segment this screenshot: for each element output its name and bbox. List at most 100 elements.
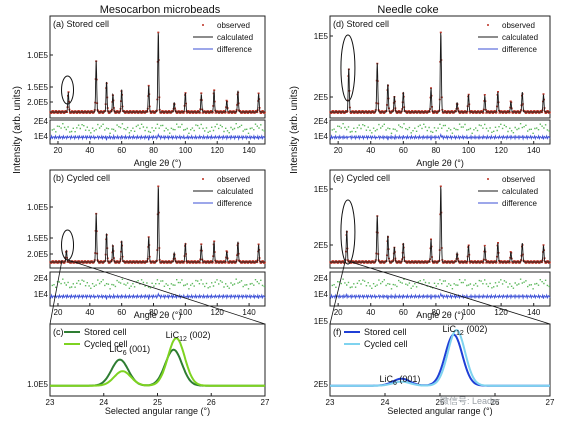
legend-entry: difference: [217, 45, 253, 54]
peak-annotation: LiC6 (001): [380, 374, 421, 387]
x-tick-label: 120: [211, 146, 225, 155]
legend-entry: Stored cell: [84, 327, 127, 337]
zoom-connector: [49, 259, 63, 325]
legend-entry: Cycled cell: [364, 339, 408, 349]
x-tick-label: 20: [334, 146, 343, 155]
legend-entry: difference: [502, 199, 538, 208]
x-tick-label: 24: [381, 398, 390, 407]
legend-entry: observed: [502, 21, 535, 30]
y-axis-label-right: Intensity (arb. units): [289, 86, 300, 174]
panel-title: (f): [333, 327, 342, 337]
difference-noise: [51, 123, 265, 134]
peak-annotation: LiC6 (001): [109, 344, 150, 357]
panel-title: (c): [53, 327, 64, 337]
x-tick-label: 60: [399, 146, 408, 155]
x-axis-label: Selected angular range (°): [105, 406, 210, 416]
x-tick-label: 26: [491, 398, 500, 407]
calculated-series: [330, 32, 550, 113]
difference-tick-label: 1E4: [34, 132, 49, 141]
difference-series: [329, 292, 551, 300]
x-axis-label: Selected angular range (°): [387, 406, 492, 416]
series-line-1: [330, 328, 550, 387]
x-tick-label: 120: [211, 308, 225, 317]
difference-tick-label: 1E4: [314, 132, 329, 141]
panel-b: 20 40 60 80 100 120 140 Angle 2θ (°) 1.0E5 1.5E5 2…: [27, 169, 266, 320]
panel-c: Stored cell Cycled cell (c) 23 24 25 26 27 Selec…: [27, 323, 270, 416]
difference-tick-label: 2E4: [34, 274, 49, 283]
x-tick-label: 80: [149, 146, 158, 155]
calculated-series: [330, 186, 550, 263]
plot-frame: [329, 169, 551, 269]
y-tick-label: 1.5E5: [27, 234, 48, 243]
x-tick-label: 80: [431, 146, 440, 155]
x-tick-label: 40: [366, 146, 375, 155]
x-tick-label: 27: [261, 398, 270, 407]
panel-f: Stored cell Cycled cell (f) 23 24 25 26 27 Selec…: [314, 317, 555, 416]
x-tick-label: 120: [494, 308, 508, 317]
x-tick-label: 100: [462, 146, 476, 155]
difference-noise: [331, 278, 550, 290]
x-tick-label: 20: [54, 308, 63, 317]
x-tick-label: 120: [494, 146, 508, 155]
column-title-right: Needle coke: [377, 4, 438, 16]
zoom-connector: [67, 259, 266, 325]
x-tick-label: 60: [117, 146, 126, 155]
legend-entry: difference: [502, 45, 538, 54]
legend-entry: observed: [217, 21, 250, 30]
x-axis-label: Angle 2θ (°): [416, 158, 464, 168]
y-tick-label: 1E5: [314, 32, 329, 41]
difference-noise: [51, 278, 265, 290]
legend-entry: observed: [502, 175, 535, 184]
series-line-0: [50, 348, 265, 387]
panel-title: (a) Stored cell: [53, 19, 109, 29]
legend-entry: calculated: [502, 187, 538, 196]
difference-tick-label: 1E4: [314, 290, 329, 299]
zoom-connector: [350, 261, 551, 325]
x-axis-label: Angle 2θ (°): [134, 158, 182, 168]
difference-frame: [49, 119, 266, 145]
y-tick-label: 2E5: [314, 93, 329, 102]
difference-frame: [329, 271, 551, 307]
x-tick-label: 60: [399, 308, 408, 317]
highlight-ellipse: [61, 229, 75, 261]
x-tick-label: 25: [436, 398, 445, 407]
plot-frame: [329, 15, 551, 119]
x-axis-label: Angle 2θ (°): [416, 310, 464, 320]
difference-tick-label: 1E4: [34, 290, 49, 299]
x-tick-label: 40: [366, 308, 375, 317]
x-tick-label: 140: [242, 308, 256, 317]
panel-d: 20 40 60 80 100 120 140 Angle 2θ (°) 1E5 2E5 2E4 1E…: [314, 15, 551, 168]
y-tick-label: 2E5: [314, 241, 329, 250]
plot-frame: [49, 169, 266, 269]
y-tick-label: 2.0E5: [27, 250, 48, 259]
peak-annotation: LiC12 (002): [443, 324, 488, 337]
calculated-series: [50, 186, 265, 263]
x-tick-label: 40: [85, 146, 94, 155]
x-tick-label: 25: [153, 398, 162, 407]
x-tick-label: 80: [149, 308, 158, 317]
x-tick-label: 23: [326, 398, 335, 407]
y-tick-label: 1.0E5: [27, 380, 48, 389]
y-tick-label: 1E5: [314, 185, 329, 194]
difference-series: [49, 132, 266, 141]
x-tick-label: 40: [85, 308, 94, 317]
legend-entry: difference: [217, 199, 253, 208]
x-tick-label: 23: [46, 398, 55, 407]
zoom-connector: [329, 261, 346, 325]
highlight-ellipse: [61, 75, 75, 105]
y-tick-label: 1E5: [314, 317, 329, 326]
difference-series: [329, 132, 551, 141]
panel-title: (e) Cycled cell: [333, 173, 390, 183]
peak-annotation: LiC12 (002): [166, 330, 211, 343]
difference-tick-label: 2E4: [34, 117, 49, 126]
x-tick-label: 80: [431, 308, 440, 317]
x-tick-label: 140: [527, 146, 541, 155]
legend-entry: observed: [217, 175, 250, 184]
series-line-1: [50, 337, 265, 387]
watermark-text: 微信号: Leader: [440, 395, 500, 406]
panel-title: (d) Stored cell: [333, 19, 389, 29]
legend-entry: Cycled cell: [84, 339, 128, 349]
y-tick-label: 1.5E5: [27, 83, 48, 92]
x-tick-label: 100: [179, 308, 193, 317]
